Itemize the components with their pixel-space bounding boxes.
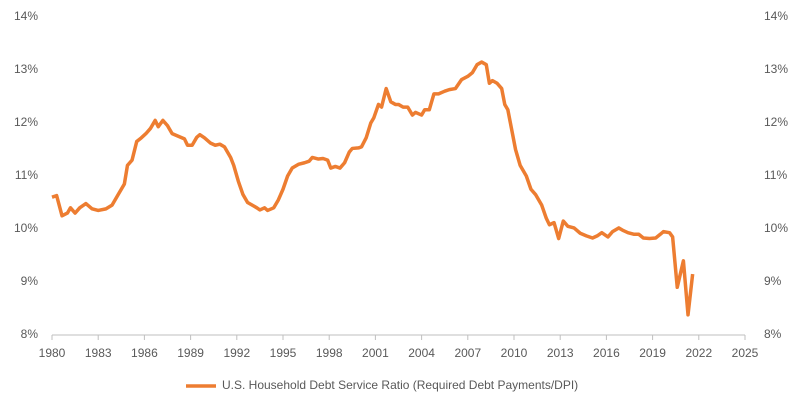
x-tick-label: 2016 — [593, 346, 620, 360]
y2-tick-label: 10% — [764, 221, 788, 235]
y2-tick-label: 13% — [764, 62, 788, 76]
y-tick-label: 11% — [15, 168, 38, 182]
x-tick-label: 1980 — [39, 346, 66, 360]
y-tick-label: 8% — [21, 327, 39, 341]
y2-tick-label: 9% — [764, 274, 782, 288]
x-tick-label: 2022 — [685, 346, 712, 360]
x-tick-label: 1998 — [316, 346, 343, 360]
x-tick-label: 2025 — [732, 346, 759, 360]
x-tick-label: 1992 — [223, 346, 250, 360]
legend-label: U.S. Household Debt Service Ratio (Requi… — [222, 378, 578, 392]
x-tick-label: 1989 — [177, 346, 204, 360]
x-tick-label: 1986 — [131, 346, 158, 360]
x-tick-label: 1983 — [85, 346, 112, 360]
x-tick-label: 2019 — [639, 346, 666, 360]
series-line — [51, 60, 695, 317]
y-tick-label: 9% — [21, 274, 39, 288]
x-tick-label: 2007 — [454, 346, 481, 360]
y-tick-label: 12% — [14, 115, 38, 129]
y2-tick-label: 11% — [764, 168, 787, 182]
y2-tick-label: 14% — [764, 9, 788, 23]
y2-tick-label: 8% — [764, 327, 782, 341]
x-tick-label: 2010 — [501, 346, 528, 360]
y2-tick-label: 12% — [764, 115, 788, 129]
y-tick-label: 14% — [14, 9, 38, 23]
x-tick-label: 1995 — [270, 346, 297, 360]
x-tick-label: 2013 — [547, 346, 574, 360]
y-tick-label: 13% — [14, 62, 38, 76]
y-tick-label: 10% — [14, 221, 38, 235]
x-tick-label: 2001 — [362, 346, 389, 360]
x-tick-label: 2004 — [408, 346, 435, 360]
